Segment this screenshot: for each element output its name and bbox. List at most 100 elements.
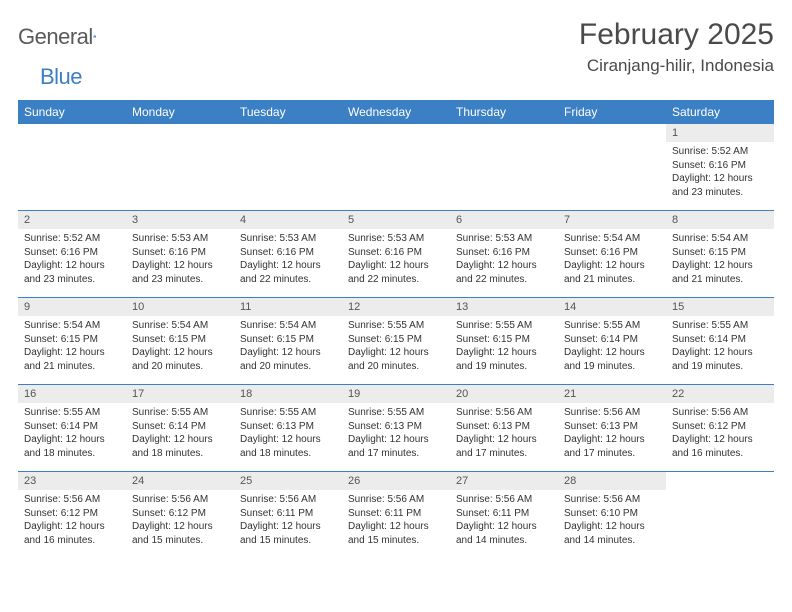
calendar-cell: 16Sunrise: 5:55 AMSunset: 6:14 PMDayligh…	[18, 385, 126, 471]
day-body: Sunrise: 5:55 AMSunset: 6:13 PMDaylight:…	[234, 403, 342, 464]
day-number: 11	[234, 298, 342, 316]
calendar-cell	[342, 124, 450, 210]
calendar-cell: 3Sunrise: 5:53 AMSunset: 6:16 PMDaylight…	[126, 211, 234, 297]
calendar-cell: 6Sunrise: 5:53 AMSunset: 6:16 PMDaylight…	[450, 211, 558, 297]
calendar-cell: 26Sunrise: 5:56 AMSunset: 6:11 PMDayligh…	[342, 472, 450, 558]
calendar-week-row: 9Sunrise: 5:54 AMSunset: 6:15 PMDaylight…	[18, 297, 774, 384]
day-body: Sunrise: 5:55 AMSunset: 6:13 PMDaylight:…	[342, 403, 450, 464]
logo: General	[18, 18, 115, 50]
day-number: 25	[234, 472, 342, 490]
day-body: Sunrise: 5:54 AMSunset: 6:15 PMDaylight:…	[126, 316, 234, 377]
day-number: 8	[666, 211, 774, 229]
calendar-cell: 24Sunrise: 5:56 AMSunset: 6:12 PMDayligh…	[126, 472, 234, 558]
calendar-cell: 20Sunrise: 5:56 AMSunset: 6:13 PMDayligh…	[450, 385, 558, 471]
day-number: 6	[450, 211, 558, 229]
weekday-header: Thursday	[450, 100, 558, 124]
calendar-cell: 4Sunrise: 5:53 AMSunset: 6:16 PMDaylight…	[234, 211, 342, 297]
calendar-cell: 8Sunrise: 5:54 AMSunset: 6:15 PMDaylight…	[666, 211, 774, 297]
day-body: Sunrise: 5:54 AMSunset: 6:15 PMDaylight:…	[666, 229, 774, 290]
weekday-header: Wednesday	[342, 100, 450, 124]
calendar-page: General February 2025 Ciranjang-hilir, I…	[0, 0, 792, 558]
calendar-cell	[126, 124, 234, 210]
day-number: 28	[558, 472, 666, 490]
day-body: Sunrise: 5:54 AMSunset: 6:16 PMDaylight:…	[558, 229, 666, 290]
day-body: Sunrise: 5:55 AMSunset: 6:14 PMDaylight:…	[126, 403, 234, 464]
calendar-week-row: 2Sunrise: 5:52 AMSunset: 6:16 PMDaylight…	[18, 210, 774, 297]
calendar-week-row: 16Sunrise: 5:55 AMSunset: 6:14 PMDayligh…	[18, 384, 774, 471]
calendar-week-row: 23Sunrise: 5:56 AMSunset: 6:12 PMDayligh…	[18, 471, 774, 558]
day-body: Sunrise: 5:56 AMSunset: 6:12 PMDaylight:…	[126, 490, 234, 551]
weekday-header: Tuesday	[234, 100, 342, 124]
day-body: Sunrise: 5:53 AMSunset: 6:16 PMDaylight:…	[450, 229, 558, 290]
calendar-cell: 5Sunrise: 5:53 AMSunset: 6:16 PMDaylight…	[342, 211, 450, 297]
day-body: Sunrise: 5:52 AMSunset: 6:16 PMDaylight:…	[18, 229, 126, 290]
title-block: February 2025 Ciranjang-hilir, Indonesia	[579, 18, 774, 76]
weekday-header: Monday	[126, 100, 234, 124]
day-body: Sunrise: 5:56 AMSunset: 6:12 PMDaylight:…	[666, 403, 774, 464]
day-body: Sunrise: 5:52 AMSunset: 6:16 PMDaylight:…	[666, 142, 774, 203]
calendar-cell	[234, 124, 342, 210]
day-body: Sunrise: 5:55 AMSunset: 6:15 PMDaylight:…	[450, 316, 558, 377]
day-number: 1	[666, 124, 774, 142]
logo-word-blue: Blue	[40, 64, 82, 90]
month-title: February 2025	[579, 18, 774, 52]
calendar-cell: 17Sunrise: 5:55 AMSunset: 6:14 PMDayligh…	[126, 385, 234, 471]
calendar-cell: 18Sunrise: 5:55 AMSunset: 6:13 PMDayligh…	[234, 385, 342, 471]
day-body: Sunrise: 5:56 AMSunset: 6:10 PMDaylight:…	[558, 490, 666, 551]
calendar-cell: 15Sunrise: 5:55 AMSunset: 6:14 PMDayligh…	[666, 298, 774, 384]
day-body: Sunrise: 5:56 AMSunset: 6:11 PMDaylight:…	[342, 490, 450, 551]
calendar-cell: 11Sunrise: 5:54 AMSunset: 6:15 PMDayligh…	[234, 298, 342, 384]
calendar-cell: 9Sunrise: 5:54 AMSunset: 6:15 PMDaylight…	[18, 298, 126, 384]
day-number: 17	[126, 385, 234, 403]
day-number: 16	[18, 385, 126, 403]
calendar-cell: 28Sunrise: 5:56 AMSunset: 6:10 PMDayligh…	[558, 472, 666, 558]
calendar-cell: 27Sunrise: 5:56 AMSunset: 6:11 PMDayligh…	[450, 472, 558, 558]
day-body: Sunrise: 5:55 AMSunset: 6:15 PMDaylight:…	[342, 316, 450, 377]
day-body: Sunrise: 5:53 AMSunset: 6:16 PMDaylight:…	[234, 229, 342, 290]
calendar-cell	[558, 124, 666, 210]
calendar-week-row: 1Sunrise: 5:52 AMSunset: 6:16 PMDaylight…	[18, 124, 774, 210]
calendar-cell: 22Sunrise: 5:56 AMSunset: 6:12 PMDayligh…	[666, 385, 774, 471]
calendar-cell: 19Sunrise: 5:55 AMSunset: 6:13 PMDayligh…	[342, 385, 450, 471]
day-number: 9	[18, 298, 126, 316]
day-body: Sunrise: 5:54 AMSunset: 6:15 PMDaylight:…	[18, 316, 126, 377]
weekday-header: Friday	[558, 100, 666, 124]
calendar-cell	[450, 124, 558, 210]
day-number: 24	[126, 472, 234, 490]
day-number: 26	[342, 472, 450, 490]
day-number: 22	[666, 385, 774, 403]
calendar-cell: 23Sunrise: 5:56 AMSunset: 6:12 PMDayligh…	[18, 472, 126, 558]
day-body: Sunrise: 5:56 AMSunset: 6:13 PMDaylight:…	[558, 403, 666, 464]
day-number: 5	[342, 211, 450, 229]
location-subtitle: Ciranjang-hilir, Indonesia	[579, 56, 774, 76]
day-number: 14	[558, 298, 666, 316]
day-number: 4	[234, 211, 342, 229]
calendar-cell	[18, 124, 126, 210]
calendar-cell: 2Sunrise: 5:52 AMSunset: 6:16 PMDaylight…	[18, 211, 126, 297]
day-body: Sunrise: 5:55 AMSunset: 6:14 PMDaylight:…	[558, 316, 666, 377]
day-number: 3	[126, 211, 234, 229]
day-body: Sunrise: 5:56 AMSunset: 6:12 PMDaylight:…	[18, 490, 126, 551]
day-body: Sunrise: 5:56 AMSunset: 6:11 PMDaylight:…	[234, 490, 342, 551]
sail-icon	[93, 28, 96, 44]
day-number: 15	[666, 298, 774, 316]
calendar-grid: Sunday Monday Tuesday Wednesday Thursday…	[18, 100, 774, 558]
weekday-header: Sunday	[18, 100, 126, 124]
calendar-cell: 13Sunrise: 5:55 AMSunset: 6:15 PMDayligh…	[450, 298, 558, 384]
calendar-cell	[666, 472, 774, 558]
day-body: Sunrise: 5:53 AMSunset: 6:16 PMDaylight:…	[126, 229, 234, 290]
day-number: 23	[18, 472, 126, 490]
day-number: 12	[342, 298, 450, 316]
calendar-cell: 21Sunrise: 5:56 AMSunset: 6:13 PMDayligh…	[558, 385, 666, 471]
calendar-cell: 1Sunrise: 5:52 AMSunset: 6:16 PMDaylight…	[666, 124, 774, 210]
calendar-cell: 25Sunrise: 5:56 AMSunset: 6:11 PMDayligh…	[234, 472, 342, 558]
day-body: Sunrise: 5:56 AMSunset: 6:13 PMDaylight:…	[450, 403, 558, 464]
weekday-header: Saturday	[666, 100, 774, 124]
day-body: Sunrise: 5:55 AMSunset: 6:14 PMDaylight:…	[666, 316, 774, 377]
day-body: Sunrise: 5:53 AMSunset: 6:16 PMDaylight:…	[342, 229, 450, 290]
day-number: 19	[342, 385, 450, 403]
day-body: Sunrise: 5:56 AMSunset: 6:11 PMDaylight:…	[450, 490, 558, 551]
logo-word-general: General	[18, 24, 93, 50]
day-body: Sunrise: 5:54 AMSunset: 6:15 PMDaylight:…	[234, 316, 342, 377]
day-number: 7	[558, 211, 666, 229]
